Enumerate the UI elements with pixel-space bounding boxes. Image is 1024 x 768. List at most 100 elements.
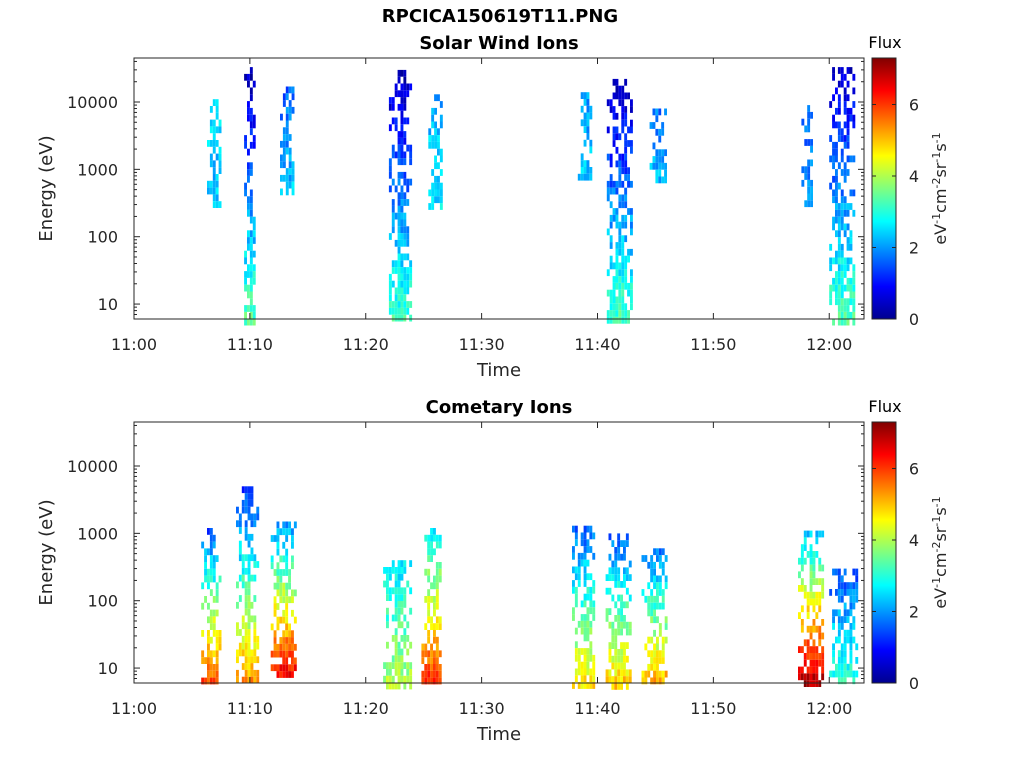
spectrogram-cell	[249, 141, 253, 149]
spectrogram-cell	[620, 581, 623, 588]
spectrogram-cell	[812, 646, 816, 653]
spectrogram-cell	[256, 561, 260, 568]
spectrogram-cell	[852, 155, 856, 163]
spectrogram-cell	[252, 311, 256, 319]
spectrogram-cell	[209, 534, 213, 542]
spectrogram-cell	[218, 636, 222, 644]
spectrogram-cell	[608, 608, 612, 615]
spectrogram-cell	[438, 568, 442, 576]
spectrogram-cell	[612, 78, 616, 86]
spectrogram-cell	[589, 173, 593, 181]
x-tick-label: 11:10	[227, 699, 273, 718]
spectrogram-cell	[247, 608, 251, 616]
spectrogram-cell	[252, 305, 256, 312]
spectrogram-cell	[388, 97, 392, 104]
spectrogram-cell	[403, 560, 407, 567]
spectrogram-cell	[238, 554, 242, 562]
spectrogram-cell	[244, 311, 247, 319]
spectrogram-cell	[391, 307, 395, 315]
spectrogram-cell	[428, 128, 432, 136]
spectrogram-cell	[400, 205, 404, 213]
spectrogram-cell	[627, 140, 630, 147]
spectrogram-cell	[218, 630, 222, 637]
spectrogram-cell	[809, 598, 813, 606]
spectrogram-cell	[630, 99, 633, 107]
spectrogram-cell	[849, 623, 853, 630]
spectrogram-cell	[818, 591, 822, 599]
spectrogram-cell	[583, 675, 587, 683]
spectrogram-cell	[572, 614, 575, 621]
spectrogram-cell	[624, 310, 628, 317]
spectrogram-cell	[583, 566, 587, 574]
spectrogram-cell	[291, 664, 294, 672]
spectrogram-cell	[212, 201, 216, 208]
spectrogram-cell	[653, 575, 656, 583]
spectrogram-cell	[244, 189, 247, 197]
spectrogram-cell	[433, 596, 436, 603]
spectrogram-cell	[586, 539, 590, 547]
spectrogram-cell	[388, 273, 392, 281]
spectrogram-cell	[821, 632, 825, 640]
spectrogram-cell	[288, 582, 291, 590]
spectrogram-cell	[437, 196, 440, 204]
spectrogram-cell	[397, 273, 401, 281]
spectrogram-cell	[397, 267, 401, 274]
spectrogram-cell	[809, 666, 813, 674]
spectrogram-cell	[614, 567, 618, 575]
spectrogram-cell	[846, 311, 850, 319]
spectrogram-cell	[253, 635, 257, 643]
spectrogram-cell	[391, 560, 395, 567]
spectrogram-cell	[580, 119, 584, 127]
spectrogram-cell	[624, 201, 628, 209]
spectrogram-cell	[427, 657, 431, 664]
spectrogram-cell	[661, 548, 665, 556]
spectrogram-cell	[247, 162, 250, 170]
spectrogram-cell	[209, 568, 213, 576]
spectrogram-cell	[249, 257, 253, 265]
spectrogram-cell	[829, 155, 833, 163]
spectrogram-cell	[580, 153, 584, 161]
spectrogram-cell	[433, 582, 436, 590]
y-tick-label: 100	[87, 592, 118, 611]
spectrogram-cell	[427, 670, 431, 678]
spectrogram-cell	[624, 140, 628, 147]
spectrogram-cell	[247, 513, 251, 521]
spectrogram-cell	[624, 316, 628, 324]
spectrogram-cell	[658, 589, 662, 596]
spectrogram-cell	[615, 276, 619, 283]
spectrogram-cell	[614, 649, 618, 656]
spectrogram-cell	[427, 555, 431, 562]
spectrogram-cell	[394, 212, 398, 220]
spectrogram-cell	[403, 199, 407, 206]
spectrogram-cell	[238, 520, 242, 528]
x-tick-label: 11:30	[459, 699, 505, 718]
spectrogram-cell	[832, 609, 835, 617]
spectrogram-cell	[843, 318, 847, 326]
spectrogram-cell	[650, 609, 654, 617]
y-tick-label: 100	[87, 228, 118, 247]
spectrogram-cell	[403, 635, 407, 642]
spectrogram-cell	[846, 114, 850, 122]
spectrogram-cell	[656, 650, 659, 658]
spectrogram-cell	[244, 506, 248, 514]
spectrogram-cell	[630, 269, 633, 277]
spectrogram-cell	[291, 650, 294, 658]
spectrogram-cell	[852, 264, 856, 272]
spectrogram-cell	[843, 670, 847, 678]
spectrogram-cell	[803, 639, 807, 647]
spectrogram-cell	[433, 575, 436, 583]
spectrogram-cell	[644, 677, 648, 685]
spectrogram-cell	[403, 226, 407, 234]
spectrogram-cell	[832, 216, 835, 224]
spectrogram-cell	[589, 668, 593, 676]
spectrogram-cell	[630, 282, 633, 290]
spectrogram-cell	[207, 528, 210, 535]
spectrogram-cell	[664, 108, 667, 116]
spectrogram-cell	[282, 671, 286, 678]
spectrogram-cell	[439, 182, 443, 190]
spectrogram-cell	[397, 212, 401, 220]
spectrogram-cell	[400, 573, 404, 581]
spectrogram-cell	[583, 532, 587, 540]
spectrogram-cell	[282, 569, 286, 576]
spectrogram-cell	[835, 250, 838, 258]
